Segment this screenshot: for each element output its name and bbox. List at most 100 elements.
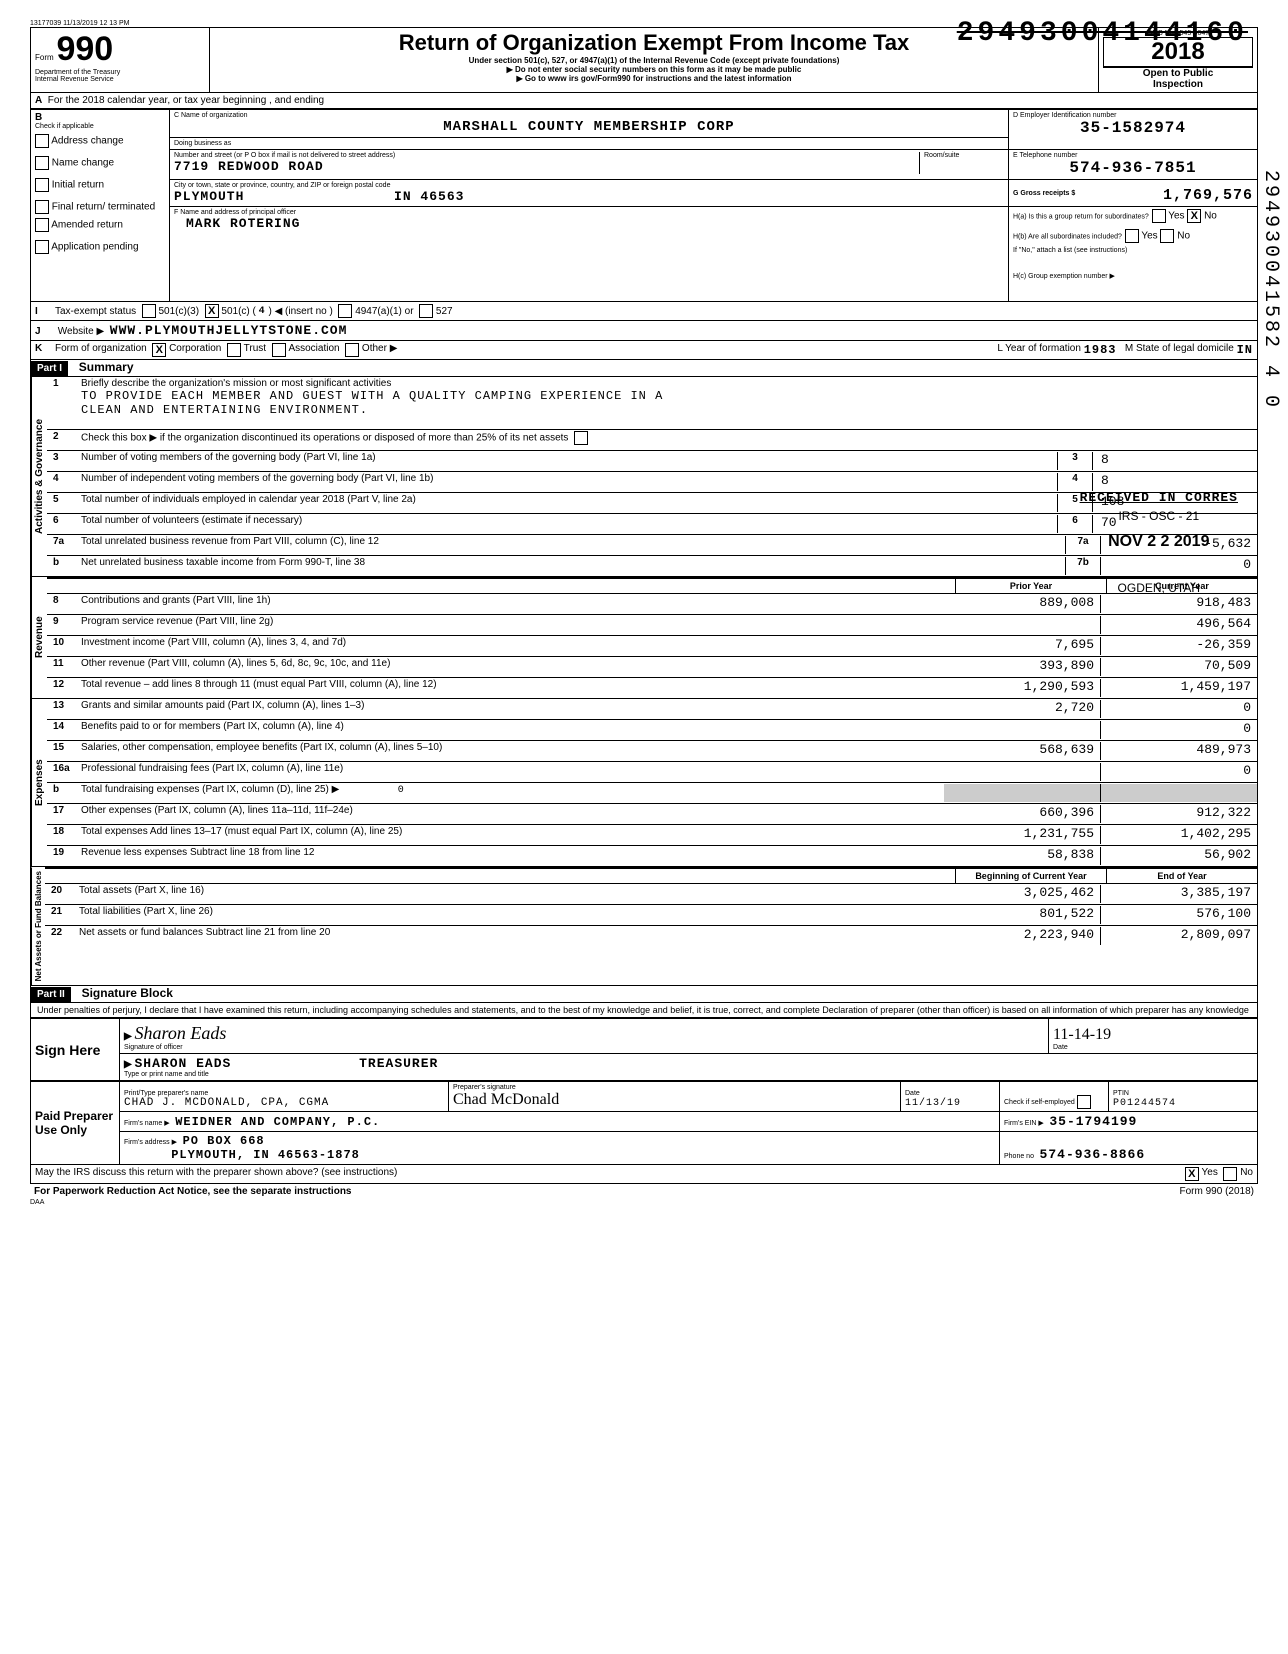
sign-here-label: Sign Here — [31, 1019, 120, 1081]
section-governance: Activities & Governance 1 Briefly descri… — [30, 377, 1258, 577]
l15-prior: 568,639 — [944, 742, 1101, 760]
chk-501c[interactable]: X — [205, 304, 219, 318]
chk-corp[interactable]: X — [152, 343, 166, 357]
chk-final-return[interactable] — [35, 200, 49, 214]
telephone: 574-936-7851 — [1013, 159, 1253, 177]
gross-receipts: 1,769,576 — [1163, 187, 1253, 204]
mission-line2: CLEAN AND ENTERTAINING ENVIRONMENT. — [81, 403, 368, 417]
h-a-no[interactable]: X — [1187, 209, 1201, 223]
l14-curr: 0 — [1101, 721, 1257, 739]
l22-eoy: 2,809,097 — [1101, 927, 1257, 945]
top-stamp: 29493004144160 — [957, 18, 1248, 49]
box-c-name-label: C Name of organization — [174, 112, 1004, 119]
state-domicile: IN — [1237, 343, 1253, 357]
val-4: 8 — [1093, 473, 1257, 491]
inspection-label: Inspection — [1153, 79, 1203, 90]
l17-prior: 660,396 — [944, 805, 1101, 823]
l14-prior — [944, 721, 1101, 739]
officer-title: TREASURER — [359, 1056, 438, 1071]
l13-prior: 2,720 — [944, 700, 1101, 718]
part2-header: Part II Signature Block — [30, 986, 1258, 1003]
chk-527[interactable] — [419, 304, 433, 318]
paid-preparer-label: Paid Preparer Use Only — [31, 1082, 120, 1165]
l12-curr: 1,459,197 — [1101, 679, 1257, 697]
paid-preparer-block: Paid Preparer Use Only Print/Type prepar… — [30, 1081, 1258, 1165]
line-k: K Form of organization X Corporation Tru… — [30, 341, 1258, 360]
chk-discuss-yes[interactable]: X — [1185, 1167, 1199, 1181]
chk-assoc[interactable] — [272, 343, 286, 357]
l16a-prior — [944, 763, 1101, 781]
l18-curr: 1,402,295 — [1101, 826, 1257, 844]
h-b-yes[interactable] — [1125, 229, 1139, 243]
chk-name-change[interactable] — [35, 156, 49, 170]
chk-discuss-no[interactable] — [1223, 1167, 1237, 1181]
chk-other[interactable] — [345, 343, 359, 357]
col-boy: Beginning of Current Year — [955, 869, 1106, 883]
chk-amended[interactable] — [35, 218, 49, 232]
chk-address-change[interactable] — [35, 134, 49, 148]
vlabel-expenses: Expenses — [31, 699, 47, 866]
val-3: 8 — [1093, 452, 1257, 470]
form-subtitle: Under section 501(c), 527, or 4947(a)(1)… — [214, 56, 1094, 65]
vlabel-revenue: Revenue — [31, 577, 47, 698]
h-b-no[interactable] — [1160, 229, 1174, 243]
officer-signature: Sharon Eads — [134, 1023, 226, 1043]
l8-prior: 889,008 — [944, 595, 1101, 613]
city-label: City or town, state or province, country… — [174, 182, 1004, 189]
501c-num: 4 — [259, 306, 266, 317]
firm-name: WEIDNER AND COMPANY, P.C. — [175, 1115, 380, 1129]
open-label: Open to Public — [1143, 68, 1214, 79]
firm-addr1: PO BOX 668 — [183, 1134, 265, 1148]
section-revenue: Revenue Prior YearCurrent Year 8Contribu… — [30, 577, 1258, 699]
daa: DAA — [30, 1199, 1258, 1206]
h-a-yes[interactable] — [1152, 209, 1166, 223]
mission-line1: TO PROVIDE EACH MEMBER AND GUEST WITH A … — [81, 389, 663, 403]
chk-discontinued[interactable] — [574, 431, 588, 445]
discuss-line: May the IRS discuss this return with the… — [30, 1165, 1258, 1184]
h-a-label: H(a) Is this a group return for subordin… — [1013, 214, 1149, 221]
dba-label: Doing business as — [174, 140, 1004, 147]
l8-curr: 918,483 — [1101, 595, 1257, 613]
l11-curr: 70,509 — [1101, 658, 1257, 676]
vlabel-governance: Activities & Governance — [31, 377, 47, 576]
line-i: I Tax-exempt status 501(c)(3) X 501(c) (… — [30, 302, 1258, 321]
h-b-label: H(b) Are all subordinates included? — [1013, 234, 1122, 241]
box-g-label: G Gross receipts $ — [1013, 190, 1075, 197]
line-a: A For the 2018 calendar year, or tax yea… — [30, 93, 1258, 109]
chk-trust[interactable] — [227, 343, 241, 357]
vlabel-netassets: Net Assets or Fund Balances — [31, 867, 45, 985]
form-warn2: ▶ Go to www irs gov/Form990 for instruct… — [214, 74, 1094, 83]
street-label: Number and street (or P O box if mail is… — [174, 152, 919, 159]
chk-app-pending[interactable] — [35, 240, 49, 254]
l20-eoy: 3,385,197 — [1101, 885, 1257, 903]
year-formation: 1983 — [1084, 343, 1117, 357]
l22-boy: 2,223,940 — [944, 927, 1101, 945]
officer-printed-name: SHARON EADS — [134, 1056, 231, 1071]
l11-prior: 393,890 — [944, 658, 1101, 676]
chk-501c3[interactable] — [142, 304, 156, 318]
l21-eoy: 576,100 — [1101, 906, 1257, 924]
firm-ein: 35-1794199 — [1049, 1114, 1137, 1129]
preparer-name: CHAD J. MCDONALD, CPA, CGMA — [124, 1097, 329, 1109]
l16a-curr: 0 — [1101, 763, 1257, 781]
chk-4947[interactable] — [338, 304, 352, 318]
city-state-zip: PLYMOUTH IN 46563 — [174, 189, 1004, 204]
org-name: MARSHALL COUNTY MEMBERSHIP CORP — [174, 119, 1004, 135]
preparer-date: 11/13/19 — [905, 1098, 961, 1109]
l17-curr: 912,322 — [1101, 805, 1257, 823]
l10-prior: 7,695 — [944, 637, 1101, 655]
l9-prior — [944, 616, 1101, 634]
l21-boy: 801,522 — [944, 906, 1101, 924]
form-number: 990 — [56, 30, 113, 68]
declaration: Under penalties of perjury, I declare th… — [30, 1003, 1258, 1018]
section-expenses: Expenses 13Grants and similar amounts pa… — [30, 699, 1258, 867]
l19-prior: 58,838 — [944, 847, 1101, 865]
section-netassets: Net Assets or Fund Balances Beginning of… — [30, 867, 1258, 986]
chk-initial-return[interactable] — [35, 178, 49, 192]
ein: 35-1582974 — [1013, 119, 1253, 137]
part1-header: Part I Summary — [30, 360, 1258, 377]
form-warn1: ▶ Do not enter social security numbers o… — [214, 65, 1094, 74]
box-e-label: E Telephone number — [1013, 152, 1253, 159]
chk-self-employed[interactable] — [1077, 1095, 1091, 1109]
l9-curr: 496,564 — [1101, 616, 1257, 634]
